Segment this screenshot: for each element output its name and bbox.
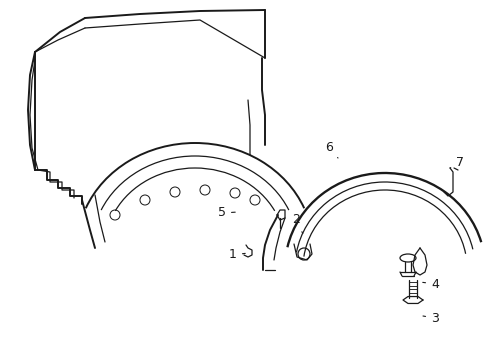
Text: 4: 4 (422, 278, 438, 291)
Text: 7: 7 (449, 157, 463, 170)
Text: 3: 3 (422, 311, 438, 324)
Text: 2: 2 (291, 213, 302, 234)
Text: 5: 5 (218, 207, 235, 220)
Text: 6: 6 (325, 141, 337, 158)
Text: 1: 1 (228, 248, 245, 261)
